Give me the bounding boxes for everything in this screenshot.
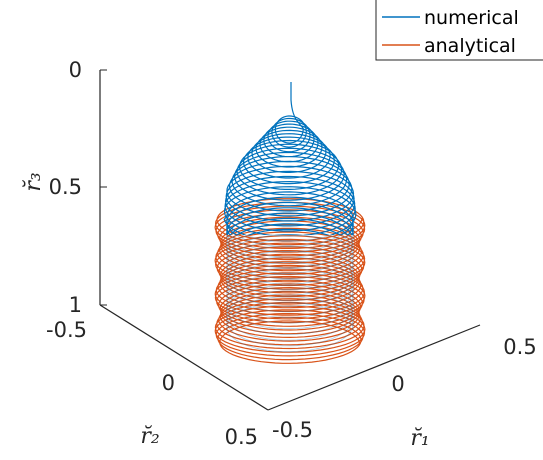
- x-tick-label: 0.5: [503, 335, 536, 359]
- x-axis-line: [267, 324, 481, 411]
- x-tick-label: 0: [391, 372, 404, 396]
- axis-labels: r̆₃ r̆₂ r̆₁: [21, 172, 430, 451]
- legend-box: [375, 0, 543, 61]
- series-numerical-line-lower: [226, 235, 354, 353]
- y-tick-label: 0: [162, 371, 175, 395]
- legend-label-analytical: analytical: [424, 35, 516, 57]
- y-tick-label: 0.5: [225, 425, 258, 449]
- z-axis-label: r̆₃: [21, 172, 46, 191]
- y-axis-line: [99, 304, 269, 411]
- z-tick-label: 0: [69, 58, 82, 82]
- y-axis-label: r̆₂: [140, 424, 159, 449]
- series-layer: [214, 82, 366, 364]
- tick-marks: [100, 69, 107, 306]
- y-tick-label: -0.5: [46, 318, 87, 342]
- x-tick-label: -0.5: [272, 418, 313, 442]
- x-axis-label: r̆₁: [410, 426, 429, 451]
- tick-labels: 00.51-0.500.5 -0.500.5: [46, 58, 537, 449]
- legend-label-numerical: numerical: [424, 7, 519, 29]
- z-tick-label: 0.5: [49, 175, 82, 199]
- series-numerical-line: [223, 82, 357, 235]
- legend: numerical analytical: [375, 0, 543, 61]
- z-tick-label: 1: [69, 293, 82, 317]
- series-analytical-line: [214, 198, 366, 364]
